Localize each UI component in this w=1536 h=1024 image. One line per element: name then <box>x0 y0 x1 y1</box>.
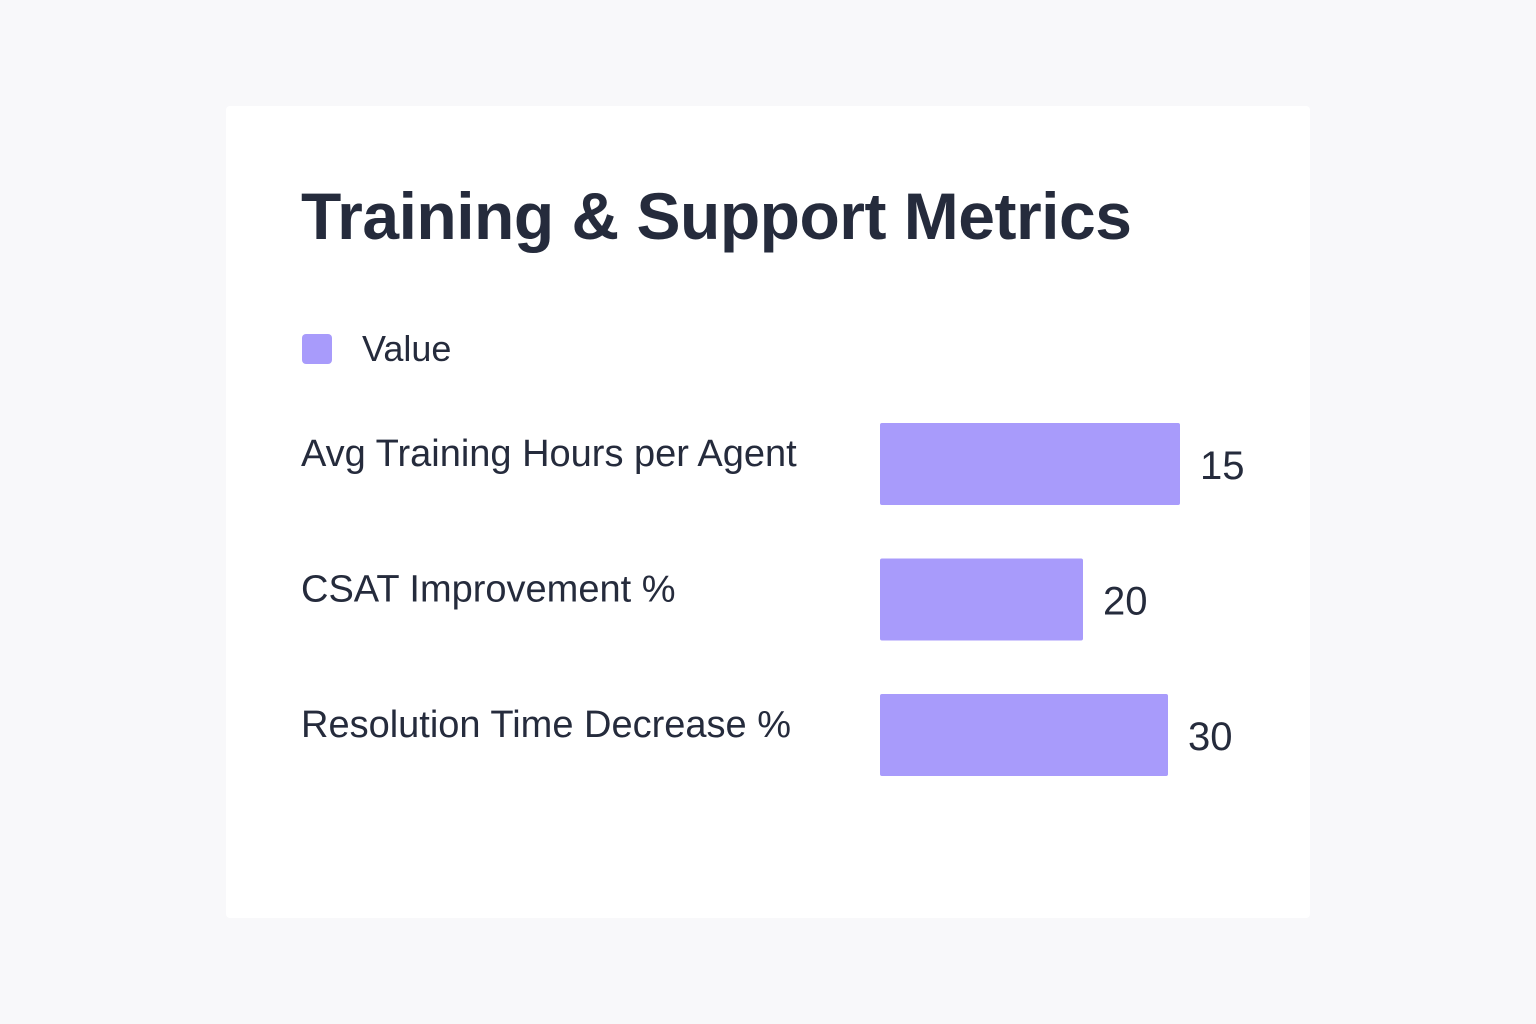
data-label: 15 <box>1200 444 1245 488</box>
chart-title: Training & Support Metrics <box>301 179 1132 253</box>
legend: Value <box>302 330 451 368</box>
bar <box>880 694 1168 776</box>
category-label: CSAT Improvement % <box>301 569 676 611</box>
legend-swatch <box>302 334 332 364</box>
data-label: 30 <box>1188 715 1233 759</box>
bar <box>880 423 1180 505</box>
data-label: 20 <box>1103 580 1148 624</box>
legend-label: Value <box>362 328 452 369</box>
category-label: Resolution Time Decrease % <box>301 704 791 746</box>
bar <box>880 558 1083 641</box>
category-label: Avg Training Hours per Agent <box>301 433 797 475</box>
chart-card <box>226 106 1310 918</box>
